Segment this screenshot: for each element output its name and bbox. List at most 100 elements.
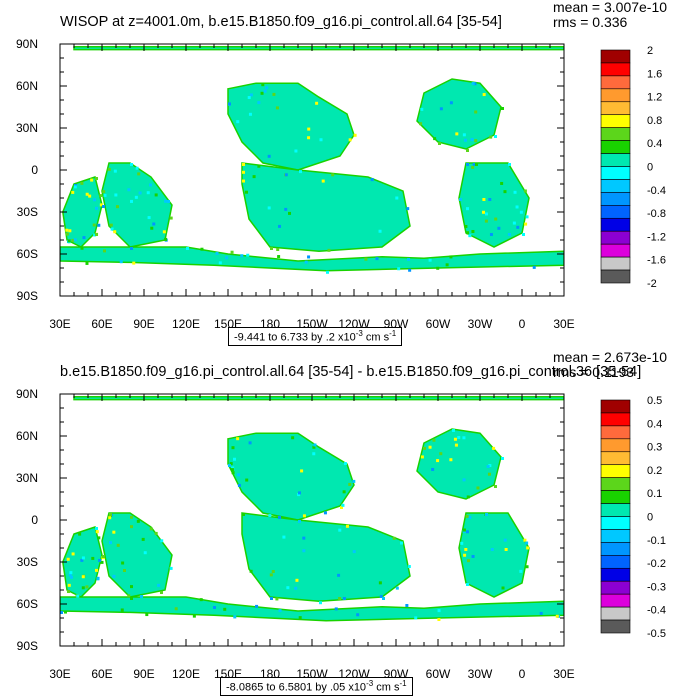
data-cell bbox=[525, 565, 529, 569]
data-cell bbox=[248, 112, 252, 116]
data-cell bbox=[492, 446, 496, 450]
data-cell bbox=[130, 515, 133, 519]
data-field bbox=[60, 46, 564, 274]
rms-stat: rms = 0.1193 bbox=[553, 364, 635, 380]
data-cell bbox=[154, 531, 158, 535]
data-cell bbox=[132, 261, 136, 265]
data-cell bbox=[507, 233, 511, 236]
data-cell bbox=[130, 525, 133, 529]
y-tick-label: 90S bbox=[17, 639, 38, 653]
data-cell bbox=[192, 614, 196, 618]
data-cell bbox=[294, 149, 298, 153]
colorbar-swatch bbox=[600, 140, 631, 154]
data-cell bbox=[508, 163, 511, 166]
data-cell bbox=[302, 549, 306, 553]
data-cell bbox=[420, 107, 424, 111]
data-cell bbox=[348, 138, 352, 142]
data-cell bbox=[524, 222, 528, 226]
data-cell bbox=[103, 193, 107, 197]
data-cell bbox=[485, 513, 489, 516]
x-tick-label: 30W bbox=[468, 317, 493, 331]
data-cell bbox=[275, 106, 279, 110]
data-cell bbox=[338, 528, 342, 532]
data-cell bbox=[400, 541, 404, 545]
y-tick-label: 30N bbox=[16, 471, 38, 485]
data-cell bbox=[152, 222, 156, 226]
data-cell bbox=[488, 464, 492, 468]
y-tick-label: 90N bbox=[16, 387, 38, 401]
data-cell bbox=[91, 556, 95, 560]
data-cell bbox=[242, 513, 245, 516]
x-tick-label: 120E bbox=[172, 317, 200, 331]
data-cell bbox=[81, 575, 85, 579]
data-cell bbox=[503, 538, 507, 542]
y-tick-label: 30N bbox=[16, 121, 38, 135]
data-cell bbox=[326, 270, 329, 274]
data-cell bbox=[334, 607, 338, 611]
data-cell bbox=[472, 163, 476, 166]
data-cell bbox=[73, 238, 77, 242]
y-tick-label: 90N bbox=[16, 37, 38, 51]
data-cell bbox=[109, 541, 112, 545]
data-cell bbox=[277, 515, 281, 519]
data-cell bbox=[379, 594, 383, 598]
data-cell bbox=[141, 537, 145, 541]
data-cell bbox=[242, 170, 245, 174]
colorbar-swatch bbox=[600, 230, 631, 245]
y-tick-label: 60N bbox=[16, 79, 38, 93]
data-cell bbox=[395, 586, 399, 590]
colorbar-label: -0.5 bbox=[647, 628, 666, 640]
data-cell bbox=[232, 457, 236, 461]
ocean-region bbox=[73, 46, 564, 51]
data-cell bbox=[313, 443, 317, 447]
data-cell bbox=[115, 205, 119, 209]
colorbar-label: 0.2 bbox=[647, 465, 662, 477]
data-cell bbox=[319, 601, 322, 605]
colorbar-label: -0.8 bbox=[647, 208, 666, 220]
data-cell bbox=[526, 546, 530, 550]
data-cell bbox=[512, 221, 516, 225]
data-cell bbox=[97, 223, 101, 227]
data-cell bbox=[134, 195, 138, 199]
data-cell bbox=[102, 190, 106, 194]
colorbar-label: 0.4 bbox=[647, 418, 662, 430]
data-cell bbox=[71, 238, 75, 242]
colorbar-label: -1.2 bbox=[647, 231, 666, 243]
data-cell bbox=[169, 216, 173, 220]
data-cell bbox=[457, 435, 461, 439]
data-cell bbox=[223, 607, 227, 611]
colorbar-swatch bbox=[600, 451, 631, 466]
data-cell bbox=[340, 506, 343, 509]
data-cell bbox=[504, 548, 508, 551]
data-cell bbox=[501, 457, 504, 460]
data-cell bbox=[378, 581, 382, 585]
data-cell bbox=[449, 458, 453, 462]
data-cell bbox=[149, 527, 153, 531]
data-cell bbox=[463, 138, 467, 142]
data-cell bbox=[500, 181, 504, 185]
colorbar-swatch bbox=[600, 243, 631, 258]
data-cell bbox=[143, 551, 147, 555]
colorbar-swatch bbox=[600, 101, 631, 116]
colorbar-swatch bbox=[600, 205, 631, 219]
data-cell bbox=[466, 495, 470, 499]
data-cell bbox=[436, 266, 440, 270]
colorbar-swatch bbox=[600, 153, 631, 167]
colorbar-label: -0.4 bbox=[647, 185, 666, 197]
data-cell bbox=[294, 586, 298, 590]
mean-stat: mean = 2.673e-10 bbox=[553, 349, 668, 365]
ocean-region bbox=[227, 82, 355, 171]
data-cell bbox=[486, 464, 490, 468]
data-cell bbox=[67, 583, 71, 587]
data-cell bbox=[298, 520, 301, 523]
data-cell bbox=[247, 96, 251, 100]
data-cell bbox=[130, 247, 133, 250]
colorbar-swatch bbox=[600, 256, 631, 271]
y-tick-label: 90S bbox=[17, 289, 38, 303]
data-cell bbox=[488, 198, 492, 201]
data-cell bbox=[249, 569, 253, 573]
data-cell bbox=[76, 594, 80, 598]
data-cell bbox=[519, 569, 523, 573]
data-cell bbox=[81, 586, 85, 590]
data-cell bbox=[145, 613, 149, 617]
